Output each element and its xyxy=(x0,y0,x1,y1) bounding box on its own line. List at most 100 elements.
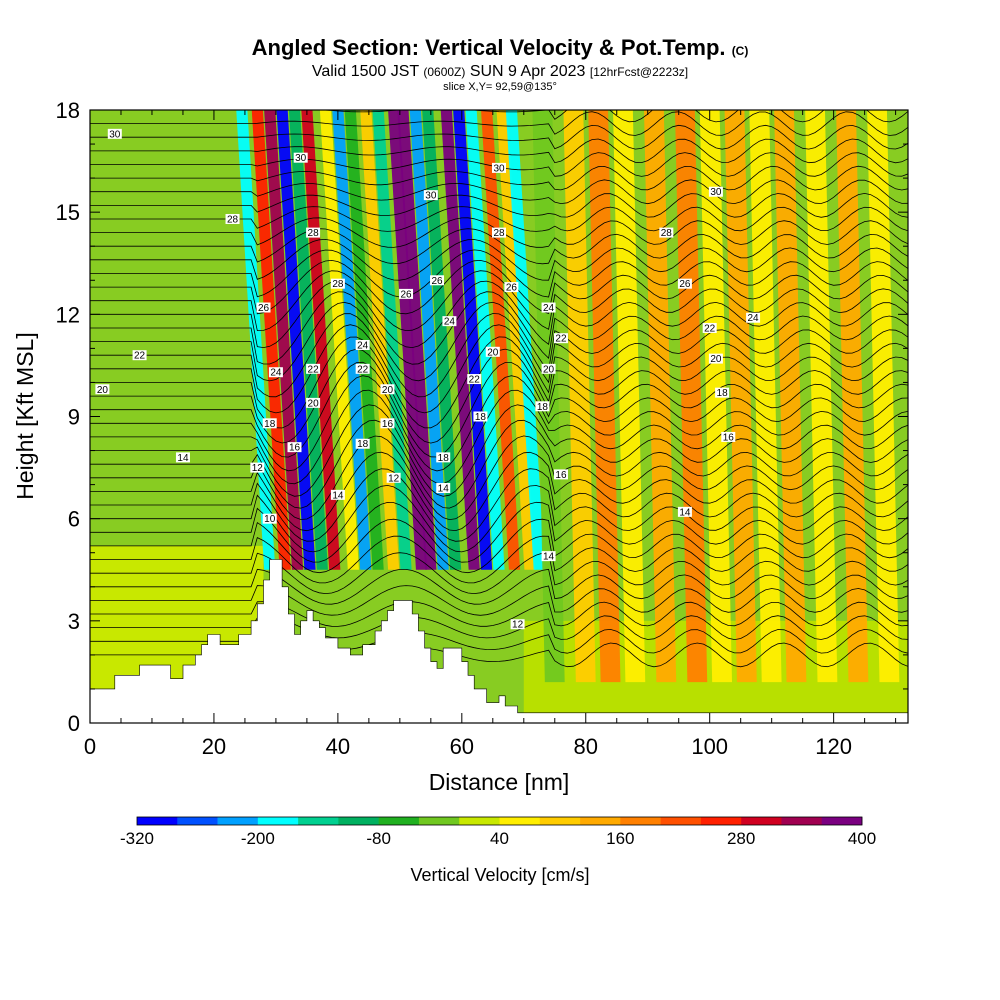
contour-label-bg xyxy=(306,397,321,408)
contour-label-bg xyxy=(553,333,568,344)
colorbar-swatch xyxy=(660,817,702,825)
x-tick-label: 0 xyxy=(84,734,96,759)
theta-contour-line xyxy=(90,165,908,191)
contour-label-bg xyxy=(708,353,723,364)
contour-label-bg xyxy=(721,431,736,442)
velocity-column xyxy=(372,110,412,570)
colorbar-swatch xyxy=(620,817,661,825)
theta-contour-line xyxy=(90,280,908,349)
theta-contour-line xyxy=(90,628,908,654)
colorbar-swatch xyxy=(338,817,379,825)
contour-label: 18 xyxy=(537,402,549,413)
contour-label-bg xyxy=(355,339,370,350)
colorbar-tick-label: 40 xyxy=(490,829,509,848)
contour-label-bg xyxy=(306,363,321,374)
contour-label-bg xyxy=(175,452,190,463)
contour-label: 20 xyxy=(710,354,722,365)
contour-label-bg xyxy=(677,278,692,289)
contour-label: 26 xyxy=(506,283,518,294)
theta-contour-line xyxy=(90,404,908,497)
contour-label: 16 xyxy=(723,432,735,443)
axes: 0 20 40 60 80 100 120 0 3 6 9 12 15 18 xyxy=(56,98,908,759)
y-axis-label: Height [Kft MSL] xyxy=(12,332,38,499)
contour-label: 30 xyxy=(493,163,505,174)
velocity-column xyxy=(440,110,480,570)
contour-label: 14 xyxy=(177,453,189,464)
theta-contour-line xyxy=(90,484,908,553)
velocity-column xyxy=(453,110,493,570)
velocity-column xyxy=(674,110,708,683)
contour-label: 30 xyxy=(710,187,722,198)
contour-label-bg xyxy=(330,489,345,500)
colorbar-swatch xyxy=(700,817,742,825)
velocity-column xyxy=(288,110,328,570)
theta-contour-line xyxy=(90,468,908,542)
contour-label-bg xyxy=(262,513,277,524)
colorbar-frame xyxy=(136,816,863,826)
contour-label-bg xyxy=(702,322,717,333)
contour-label-bg xyxy=(553,469,568,480)
contour-label-bg xyxy=(262,418,277,429)
velocity-column xyxy=(867,110,900,683)
contour-label: 16 xyxy=(289,443,301,454)
theta-contour-line xyxy=(90,518,908,574)
velocity-column xyxy=(505,110,545,570)
contour-label: 26 xyxy=(400,289,412,300)
theta-contour-line xyxy=(90,451,908,532)
slice-info: slice X,Y= 92,59@135° xyxy=(443,81,557,93)
contour-label: 16 xyxy=(382,419,394,430)
colorbar-swatch xyxy=(821,817,863,825)
velocity-column xyxy=(344,110,384,570)
y-tick-label: 9 xyxy=(68,405,80,430)
contour-label: 14 xyxy=(332,490,344,501)
contour-label: 12 xyxy=(252,463,264,474)
theta-contour-line xyxy=(90,110,908,123)
contour-label: 22 xyxy=(555,334,567,345)
contour-label-bg xyxy=(423,190,438,201)
velocity-column xyxy=(613,110,646,683)
chart-title-text: Angled Section: Vertical Velocity & Pot.… xyxy=(251,35,726,60)
contour-label: 14 xyxy=(543,552,555,563)
y-tick-label: 18 xyxy=(56,98,80,123)
contour-label: 28 xyxy=(308,228,320,239)
theta-contour-line xyxy=(90,270,908,332)
valid-time: Valid 1500 JST xyxy=(311,63,419,80)
theta-contour-line xyxy=(90,138,908,164)
colorbar-swatch xyxy=(137,817,178,825)
colorbar-swatch xyxy=(418,817,460,825)
velocity-column xyxy=(481,110,521,570)
velocity-column xyxy=(805,110,838,683)
contour-label: 22 xyxy=(134,351,146,362)
contour-label-bg xyxy=(442,316,457,327)
theta-contour-line xyxy=(90,568,908,605)
colorbar-swatch xyxy=(217,817,259,825)
contour-label-bg xyxy=(399,288,414,299)
contour-label: 24 xyxy=(444,317,456,328)
contour-label: 28 xyxy=(332,279,344,290)
chart-title-unit: (C) xyxy=(731,44,749,58)
contour-label-bg xyxy=(510,619,525,630)
contour-label: 24 xyxy=(357,340,369,351)
theta-contour-line xyxy=(90,249,908,298)
chart-title: Angled Section: Vertical Velocity & Pot.… xyxy=(0,36,1000,63)
chart-subtitle: Valid 1500 JST (0600Z) SUN 9 Apr 2023 [1… xyxy=(0,63,1000,81)
colorbar-swatch xyxy=(499,817,541,825)
velocity-column xyxy=(588,110,621,683)
colorbar-tick-label: 400 xyxy=(848,829,876,848)
contour-label-bg xyxy=(430,275,445,286)
colorbar-swatch xyxy=(459,817,500,825)
theta-contour-line xyxy=(90,389,908,485)
theta-contour-line xyxy=(90,324,908,414)
contour-label-bg xyxy=(386,472,401,483)
theta-contour-line xyxy=(90,501,908,563)
contour-label-bg xyxy=(492,227,506,238)
contour-label-bg xyxy=(473,411,488,422)
theta-contour-line xyxy=(90,192,908,218)
x-tick-label: 100 xyxy=(691,734,728,759)
contour-label: 20 xyxy=(308,398,320,409)
colorbar-swatch xyxy=(580,817,621,825)
contour-label: 16 xyxy=(555,470,567,481)
theta-contour-labels: 30 28 22 20 14 12 10 26 24 18 16 30 28 22 20 28 14 24 22 18… xyxy=(95,128,761,631)
colorbar-swatch xyxy=(257,817,299,825)
theta-contour-line xyxy=(90,301,908,382)
